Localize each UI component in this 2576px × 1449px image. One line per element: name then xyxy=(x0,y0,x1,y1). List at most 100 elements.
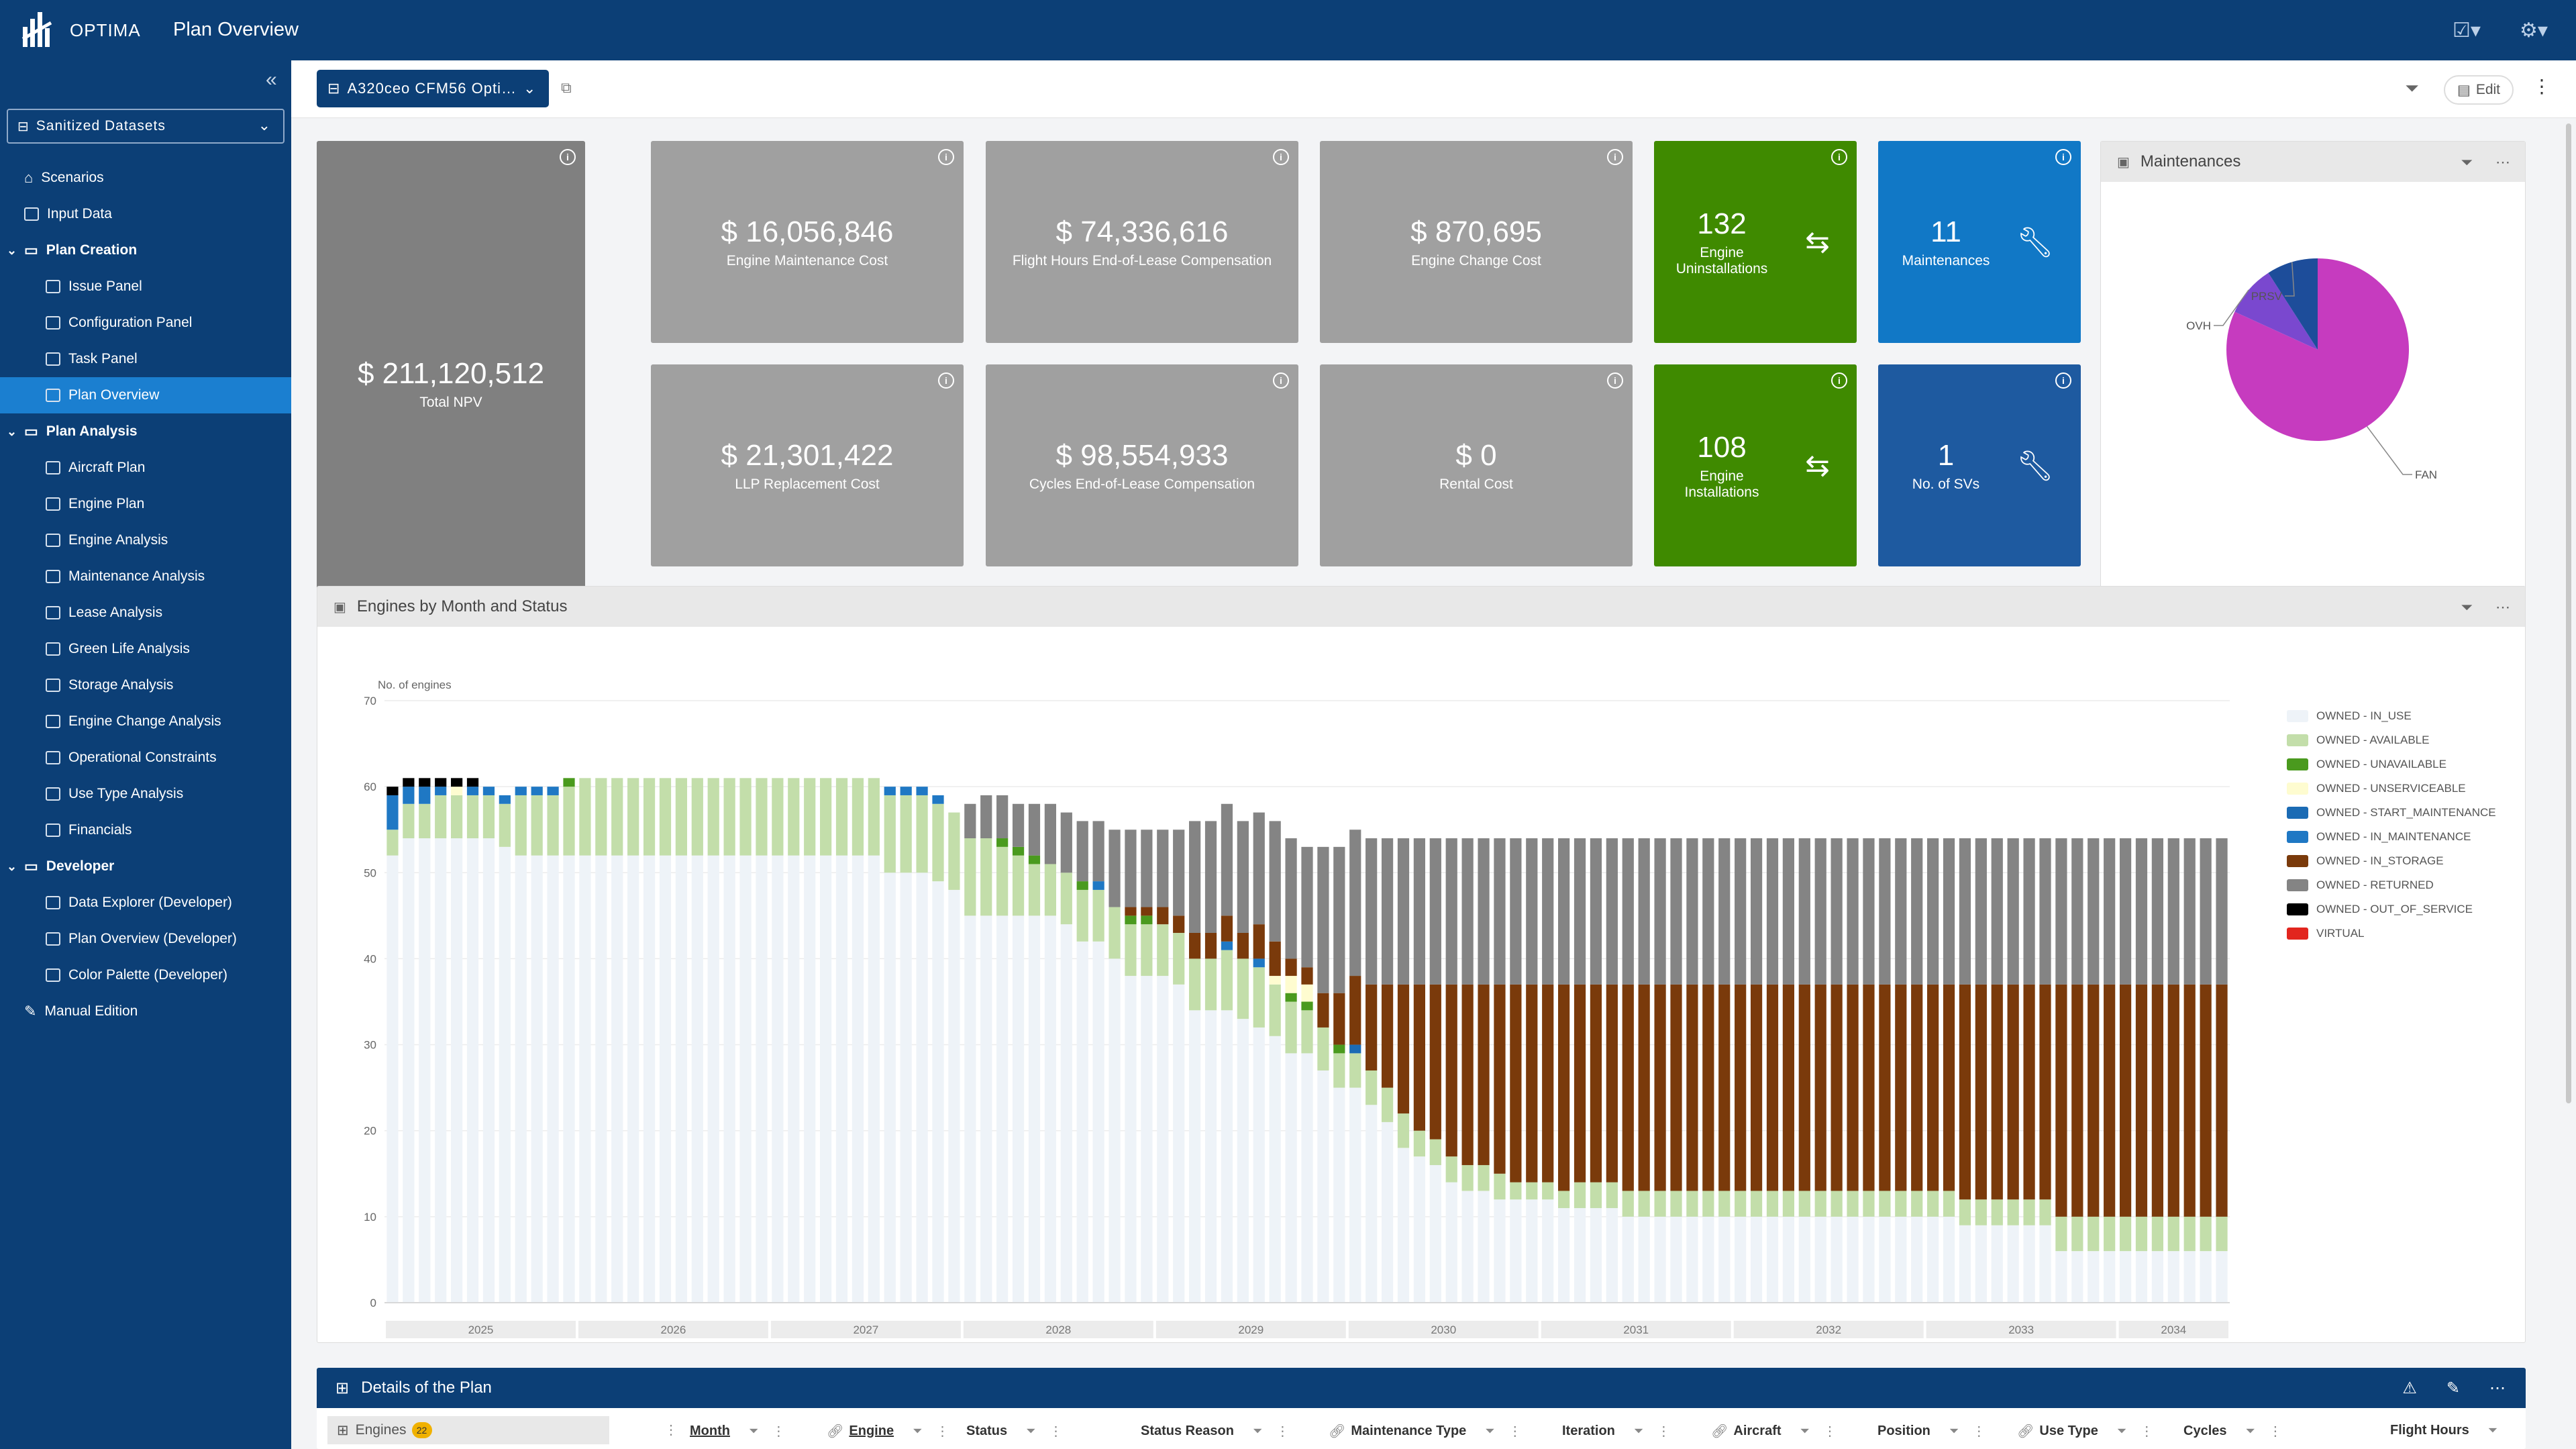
bar-segment[interactable] xyxy=(547,795,559,856)
bar-segment[interactable] xyxy=(451,778,463,787)
bar-segment[interactable] xyxy=(1686,984,1698,1191)
bar-segment[interactable] xyxy=(1638,1216,1650,1303)
bar-segment[interactable] xyxy=(419,803,431,839)
bar-segment[interactable] xyxy=(403,838,415,1303)
bar-segment[interactable] xyxy=(1285,958,1297,977)
bar-segment[interactable] xyxy=(1814,838,1826,985)
bar-segment[interactable] xyxy=(1766,1191,1779,1217)
bar-segment[interactable] xyxy=(1670,984,1682,1191)
bar-segment[interactable] xyxy=(980,915,992,1303)
info-icon[interactable]: i xyxy=(938,372,954,389)
bar-segment[interactable] xyxy=(2104,838,2116,985)
bar-segment[interactable] xyxy=(1654,984,1666,1191)
column-header-month[interactable]: Month ⏷ ⋮ xyxy=(690,1423,785,1440)
bar-segment[interactable] xyxy=(1301,1010,1313,1054)
bar-segment[interactable] xyxy=(611,778,623,856)
bar-segment[interactable] xyxy=(1686,1216,1698,1303)
bar-segment[interactable] xyxy=(1638,984,1650,1191)
legend-label[interactable]: OWNED - IN_USE xyxy=(2316,709,2412,722)
bar-segment[interactable] xyxy=(2088,1251,2100,1303)
bar-segment[interactable] xyxy=(643,855,656,1303)
bar-segment[interactable] xyxy=(980,795,992,839)
bar-segment[interactable] xyxy=(1301,1053,1313,1303)
bar-segment[interactable] xyxy=(1590,1182,1602,1209)
bar-segment[interactable] xyxy=(1943,1191,1955,1217)
bar-segment[interactable] xyxy=(1814,1191,1826,1217)
bar-segment[interactable] xyxy=(1654,838,1666,985)
bar-segment[interactable] xyxy=(2055,984,2067,1217)
bar-segment[interactable] xyxy=(2200,984,2212,1217)
more-options-icon[interactable]: ⋯ xyxy=(2495,599,2510,615)
bar-segment[interactable] xyxy=(1718,838,1731,985)
bar-segment[interactable] xyxy=(1510,838,1522,985)
bar-segment[interactable] xyxy=(1253,812,1265,925)
bar-segment[interactable] xyxy=(1526,838,1538,985)
bar-segment[interactable] xyxy=(1574,838,1586,985)
bar-segment[interactable] xyxy=(2088,984,2100,1217)
bar-segment[interactable] xyxy=(1959,984,1971,1200)
legend-label[interactable]: OWNED - OUT_OF_SERVICE xyxy=(2316,903,2473,915)
bar-segment[interactable] xyxy=(2055,1216,2067,1252)
bar-segment[interactable] xyxy=(691,778,703,856)
bar-segment[interactable] xyxy=(1782,984,1794,1191)
bar-segment[interactable] xyxy=(739,855,752,1303)
bar-segment[interactable] xyxy=(1189,932,1201,959)
bar-segment[interactable] xyxy=(707,855,719,1303)
bar-segment[interactable] xyxy=(2151,838,2163,985)
bar-segment[interactable] xyxy=(659,778,672,856)
bar-segment[interactable] xyxy=(2023,984,2035,1200)
bar-segment[interactable] xyxy=(499,795,511,804)
sidebar-item-maintenance-analysis[interactable]: Maintenance Analysis xyxy=(0,558,291,595)
bar-segment[interactable] xyxy=(772,778,784,856)
bar-segment[interactable] xyxy=(1975,838,1987,985)
pie-slice-ovh[interactable] xyxy=(2234,272,2318,350)
bar-segment[interactable] xyxy=(2119,1216,2132,1252)
column-header-engine[interactable]: 🔗︎ Engine ⏷ ⋮ xyxy=(827,1423,949,1440)
bar-segment[interactable] xyxy=(1429,984,1441,1140)
bar-segment[interactable] xyxy=(1975,1199,1987,1226)
bar-segment[interactable] xyxy=(1076,821,1088,882)
info-icon[interactable]: i xyxy=(560,149,576,165)
bar-segment[interactable] xyxy=(595,855,607,1303)
bar-segment[interactable] xyxy=(1445,838,1457,985)
bar-segment[interactable] xyxy=(1060,812,1072,873)
bar-segment[interactable] xyxy=(1959,1225,1971,1303)
bar-segment[interactable] xyxy=(419,838,431,1303)
bar-segment[interactable] xyxy=(852,778,864,856)
bar-segment[interactable] xyxy=(1558,1208,1570,1303)
info-icon[interactable]: i xyxy=(2055,149,2071,165)
more-options-icon[interactable]: ⋯ xyxy=(2489,1379,2506,1397)
bar-segment[interactable] xyxy=(403,787,415,804)
bar-segment[interactable] xyxy=(1060,924,1072,1303)
bar-segment[interactable] xyxy=(531,787,543,795)
bar-segment[interactable] xyxy=(611,855,623,1303)
bar-segment[interactable] xyxy=(1157,924,1169,977)
bar-segment[interactable] xyxy=(1959,838,1971,985)
bar-segment[interactable] xyxy=(1012,846,1025,856)
bar-segment[interactable] xyxy=(2135,838,2148,985)
bar-segment[interactable] xyxy=(1301,967,1313,985)
info-icon[interactable]: i xyxy=(1831,372,1847,389)
bar-segment[interactable] xyxy=(1173,915,1185,933)
sidebar-item-engine-plan[interactable]: Engine Plan xyxy=(0,486,291,522)
bar-segment[interactable] xyxy=(2071,1216,2083,1252)
bar-segment[interactable] xyxy=(1317,1027,1329,1071)
warning-icon[interactable]: ⚠ xyxy=(2402,1379,2417,1397)
bar-segment[interactable] xyxy=(403,778,415,787)
bar-segment[interactable] xyxy=(1397,838,1410,985)
bar-segment[interactable] xyxy=(1237,1019,1249,1303)
bar-segment[interactable] xyxy=(1333,846,1345,993)
bar-segment[interactable] xyxy=(1831,1216,1843,1303)
bar-segment[interactable] xyxy=(2007,984,2019,1200)
bar-segment[interactable] xyxy=(964,915,976,1303)
column-header-status[interactable]: Status ⏷ ⋮ xyxy=(966,1423,1063,1440)
bar-segment[interactable] xyxy=(563,787,575,856)
bar-segment[interactable] xyxy=(2135,984,2148,1217)
column-filter-icon[interactable]: ⏷ xyxy=(1800,1424,1810,1438)
bar-segment[interactable] xyxy=(1429,838,1441,985)
bar-segment[interactable] xyxy=(2007,838,2019,985)
bar-segment[interactable] xyxy=(1750,1216,1763,1303)
bar-segment[interactable] xyxy=(1125,915,1137,925)
bar-segment[interactable] xyxy=(1157,907,1169,925)
bar-segment[interactable] xyxy=(1397,1148,1410,1303)
